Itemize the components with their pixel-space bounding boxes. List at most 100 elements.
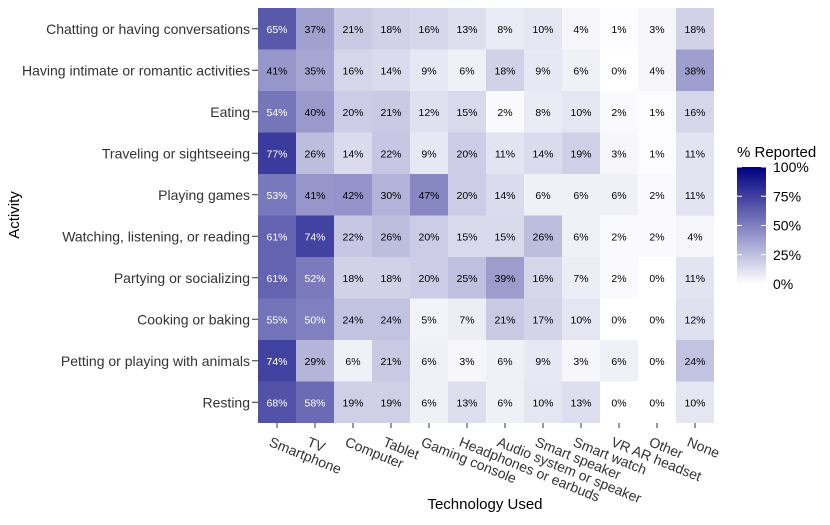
cell-value-label: 20% [456,148,477,160]
cell-value-label: 10% [684,397,705,409]
y-tick-label: Having intimate or romantic activities [22,62,250,78]
legend-tick-label: 100% [773,159,809,175]
cell-value-label: 16% [532,273,553,285]
heatmap-cell [638,215,676,257]
heatmap-cell [448,49,486,91]
heatmap-cell [676,132,714,174]
cell-value-label: 54% [266,107,287,119]
x-tick-label: None [685,434,722,461]
cell-value-label: 0% [611,314,626,326]
heatmap-cells: 65% 37% 21% 18% 16% 13% 8% 10% 4% 1% 3% 18% 41% 35% 16… [258,8,714,423]
heatmap-cell [410,49,448,91]
heatmap-cell [372,298,410,340]
heatmap-cell [410,91,448,133]
heatmap-cell [372,340,410,382]
heatmap-cell [258,174,296,216]
cell-value-label: 6% [573,190,588,202]
cell-value-label: 7% [459,314,474,326]
cell-value-label: 18% [494,65,515,77]
heatmap-cell [258,340,296,382]
cell-value-label: 20% [456,190,477,202]
cell-value-label: 3% [459,356,474,368]
heatmap-cell [562,298,600,340]
y-tick-label: Cooking or baking [137,311,250,327]
cell-value-label: 2% [497,107,512,119]
cell-value-label: 26% [304,148,325,160]
cell-value-label: 21% [494,314,515,326]
heatmap-cell [448,381,486,423]
heatmap-cell [676,215,714,257]
legend-tick-label: 0% [773,276,793,292]
heatmap-cell [296,91,334,133]
heatmap-cell [486,381,524,423]
cell-value-label: 19% [380,397,401,409]
heatmap-cell [600,91,638,133]
heatmap-cell [334,257,372,299]
cell-value-label: 6% [611,190,626,202]
cell-value-label: 12% [684,314,705,326]
cell-value-label: 0% [611,397,626,409]
y-tick-label: Playing games [158,187,250,203]
cell-value-label: 21% [342,24,363,36]
cell-value-label: 41% [266,65,287,77]
heatmap-cell [524,91,562,133]
cell-value-label: 11% [685,273,705,285]
cell-value-label: 26% [380,231,401,243]
heatmap-cell [676,298,714,340]
heatmap-cell [524,340,562,382]
cell-value-label: 14% [532,148,553,160]
cell-value-label: 58% [304,397,325,409]
cell-value-label: 16% [342,65,363,77]
y-tick-label: Partying or socializing [114,270,250,286]
cell-value-label: 30% [380,190,401,202]
heatmap-cell [562,340,600,382]
cell-value-label: 6% [573,65,588,77]
cell-value-label: 65% [266,24,287,36]
cell-value-label: 15% [456,231,477,243]
cell-value-label: 38% [684,65,705,77]
cell-value-label: 50% [304,314,325,326]
heatmap-cell [410,8,448,50]
heatmap-cell [486,298,524,340]
heatmap-cell [524,257,562,299]
heatmap-cell [258,132,296,174]
legend-title: % Reported [737,144,816,161]
heatmap-cell [258,257,296,299]
y-tick-label: Petting or playing with animals [61,353,250,369]
cell-value-label: 74% [266,356,287,368]
x-tick-label: Smartphone [267,434,344,477]
heatmap-cell [600,132,638,174]
cell-value-label: 2% [649,190,664,202]
heatmap-cell [676,381,714,423]
cell-value-label: 2% [611,273,626,285]
heatmap-cell [410,340,448,382]
cell-value-label: 18% [342,273,363,285]
heatmap-cell [676,340,714,382]
cell-value-label: 6% [421,397,436,409]
cell-value-label: 16% [418,24,439,36]
cell-value-label: 20% [418,231,439,243]
cell-value-label: 12% [418,107,439,119]
cell-value-label: 53% [266,190,287,202]
heatmap-cell [638,381,676,423]
heatmap-cell [676,49,714,91]
cell-value-label: 10% [570,314,591,326]
y-tick-labels: Chatting or having conversations Having i… [22,21,258,410]
cell-value-label: 11% [495,148,515,160]
cell-value-label: 21% [380,107,401,119]
cell-value-label: 6% [497,356,512,368]
cell-value-label: 13% [456,397,477,409]
heatmap-cell [600,174,638,216]
cell-value-label: 9% [421,148,436,160]
cell-value-label: 24% [342,314,363,326]
cell-value-label: 13% [456,24,477,36]
heatmap-cell [334,215,372,257]
cell-value-label: 5% [421,314,436,326]
heatmap-cell [562,381,600,423]
heatmap-cell [258,215,296,257]
cell-value-label: 17% [532,314,553,326]
cell-value-label: 20% [418,273,439,285]
cell-value-label: 24% [684,356,705,368]
cell-value-label: 26% [532,231,553,243]
